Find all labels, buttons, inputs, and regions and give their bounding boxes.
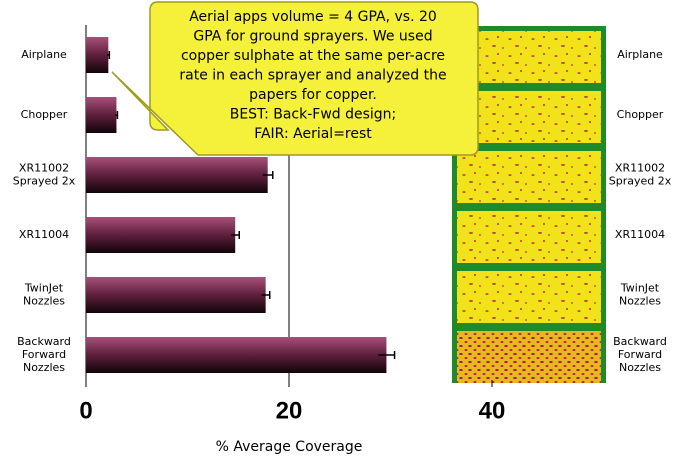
- photo: [457, 211, 601, 263]
- x-tick-label: 0: [79, 397, 92, 424]
- x-axis-label: % Average Coverage: [216, 439, 363, 455]
- y-tick-label: Chopper: [21, 108, 68, 121]
- chart: Aerial apps volume = 4 GPA, vs. 20 GPA fo…: [0, 0, 686, 459]
- y-tick-label: XR11004: [19, 228, 69, 241]
- photo: [457, 151, 601, 203]
- bar: [86, 157, 268, 193]
- callout-text: papers for copper.: [249, 87, 377, 103]
- photo-label: Chopper: [617, 108, 664, 121]
- callout-text: Aerial apps volume = 4 GPA, vs. 20: [189, 9, 437, 25]
- bar: [86, 37, 108, 73]
- callout-text: copper sulphate at the same per-acre: [181, 48, 445, 64]
- callout-text: rate in each sprayer and analyzed the: [179, 68, 446, 84]
- bar: [86, 277, 266, 313]
- photo: [457, 331, 601, 383]
- callout: Aerial apps volume = 4 GPA, vs. 20 GPA fo…: [112, 2, 478, 155]
- x-tick-label: 40: [479, 397, 506, 424]
- callout-text: GPA for ground sprayers. We used: [193, 29, 432, 45]
- bar: [86, 217, 235, 253]
- x-tick-label: 20: [276, 397, 303, 424]
- photo-label: Airplane: [617, 48, 663, 61]
- bar: [86, 337, 386, 373]
- y-tick-label: Airplane: [21, 48, 67, 61]
- photo: [457, 271, 601, 323]
- photo-label: XR11004: [615, 228, 665, 241]
- callout-text: BEST: Back-Fwd design;: [230, 107, 397, 123]
- callout-text: FAIR: Aerial=rest: [254, 126, 372, 142]
- bar: [86, 97, 116, 133]
